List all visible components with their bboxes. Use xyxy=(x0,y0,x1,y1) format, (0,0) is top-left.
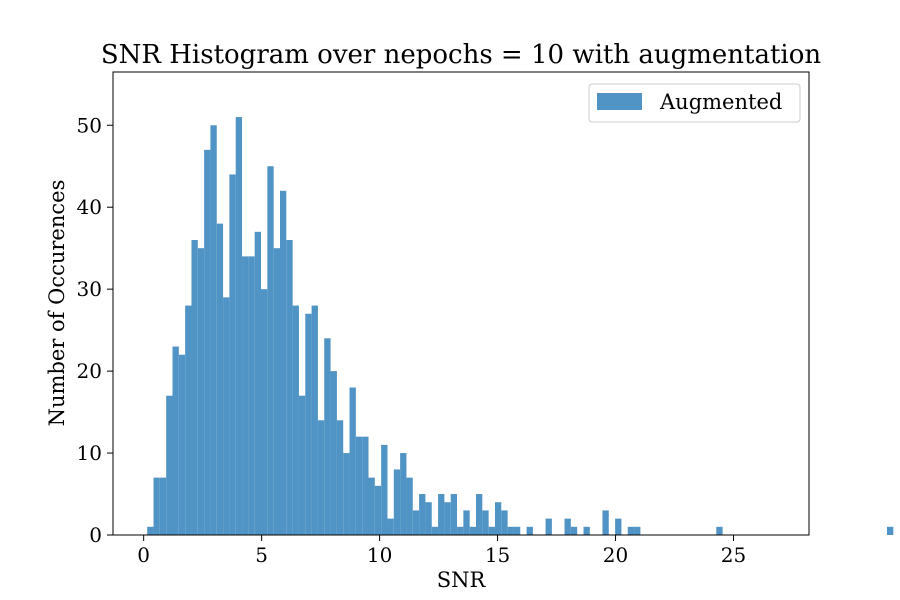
plot-frame xyxy=(112,71,810,536)
histogram-bar xyxy=(463,510,470,535)
legend-swatch xyxy=(597,93,642,110)
histogram-bar xyxy=(419,494,426,535)
y-tick-label: 40 xyxy=(77,195,102,219)
bars-group xyxy=(147,117,894,536)
histogram-bar xyxy=(153,477,160,535)
histogram-bar xyxy=(147,526,154,535)
histogram-bar xyxy=(513,526,521,535)
histogram-bar xyxy=(185,305,192,535)
histogram-bar xyxy=(716,526,723,535)
x-tick-label: 0 xyxy=(137,543,150,567)
y-tick-label: 20 xyxy=(77,359,102,383)
histogram-bar xyxy=(286,239,293,536)
histogram-bar xyxy=(501,510,508,535)
x-tick-label: 10 xyxy=(367,543,392,567)
y-tick-label: 0 xyxy=(89,523,102,547)
histogram-bar xyxy=(216,223,224,535)
histogram-bar xyxy=(229,174,236,535)
x-tick-label: 25 xyxy=(721,543,746,567)
x-axis-ticks: 0 5 10 15 20 25 xyxy=(137,535,746,567)
chart-title: SNR Histogram over nepochs = 10 with aug… xyxy=(101,40,822,70)
histogram-bar xyxy=(570,526,578,535)
y-axis-label: Number of Occurences xyxy=(45,180,69,427)
histogram-bar xyxy=(374,485,382,535)
histogram-bar xyxy=(450,494,458,535)
histogram-bar xyxy=(469,526,476,535)
histogram-bar xyxy=(564,518,571,535)
histogram-bar xyxy=(330,371,337,535)
histogram-bar xyxy=(381,444,388,535)
histogram-bar xyxy=(242,256,249,535)
histogram-bar xyxy=(172,346,179,535)
histogram-bar xyxy=(634,526,641,535)
histogram-bar xyxy=(438,494,445,535)
histogram-bar xyxy=(349,387,356,535)
histogram-bar xyxy=(583,526,590,535)
histogram-bar xyxy=(431,526,439,535)
y-tick-label: 30 xyxy=(77,277,102,301)
histogram-bar xyxy=(406,477,413,535)
histogram-bar xyxy=(204,149,211,535)
histogram-bar xyxy=(178,354,186,535)
histogram-bar xyxy=(482,510,489,535)
histogram-bar xyxy=(412,510,420,535)
legend-label: Augmented xyxy=(659,90,782,114)
histogram-bar xyxy=(235,117,243,535)
histogram-bar xyxy=(248,256,255,535)
histogram-bar xyxy=(393,469,401,535)
histogram-bar xyxy=(627,526,635,535)
histogram-bar xyxy=(488,526,495,535)
histogram-bar xyxy=(298,395,306,535)
histogram-bar xyxy=(887,526,894,535)
histogram-bar xyxy=(317,420,325,535)
histogram-bar xyxy=(311,305,318,535)
histogram-bar xyxy=(476,494,483,535)
y-tick-label: 10 xyxy=(77,441,102,465)
histogram-bar xyxy=(191,239,198,536)
histogram-bar xyxy=(267,166,274,536)
histogram-bar xyxy=(223,297,230,535)
histogram-bar xyxy=(261,289,268,535)
histogram-bar xyxy=(166,395,173,535)
histogram-bar xyxy=(494,502,502,535)
y-axis-ticks: 0 10 20 30 40 50 xyxy=(77,113,113,547)
x-tick-label: 5 xyxy=(255,543,268,567)
x-tick-label: 20 xyxy=(603,543,628,567)
histogram-bar xyxy=(526,526,533,535)
histogram-bar xyxy=(444,502,451,535)
histogram-bar xyxy=(324,338,331,535)
histogram-bar xyxy=(273,248,280,535)
histogram-bar xyxy=(210,125,217,536)
x-axis-label: SNR xyxy=(437,568,487,592)
histogram-bar xyxy=(336,420,344,535)
x-tick-label: 15 xyxy=(485,543,510,567)
histogram-bar xyxy=(362,436,369,535)
histogram-bar xyxy=(615,518,622,535)
y-tick-label: 50 xyxy=(77,113,102,137)
histogram-bar xyxy=(457,526,464,535)
histogram-bar xyxy=(254,231,262,536)
histogram-bar xyxy=(159,477,167,535)
histogram-bar xyxy=(292,305,299,535)
histogram-bar xyxy=(602,510,609,535)
histogram-bar xyxy=(400,453,407,535)
histogram-bar xyxy=(425,502,432,535)
legend: Augmented xyxy=(588,83,801,123)
histogram-bar xyxy=(387,518,394,535)
histogram-bar xyxy=(197,248,205,535)
histogram-bar xyxy=(279,190,287,535)
histogram-bar xyxy=(507,526,514,535)
histogram-bar xyxy=(355,436,363,535)
histogram-bar xyxy=(545,518,552,535)
histogram-bar xyxy=(368,477,375,535)
histogram-bar xyxy=(305,313,312,535)
histogram-bar xyxy=(343,453,350,535)
